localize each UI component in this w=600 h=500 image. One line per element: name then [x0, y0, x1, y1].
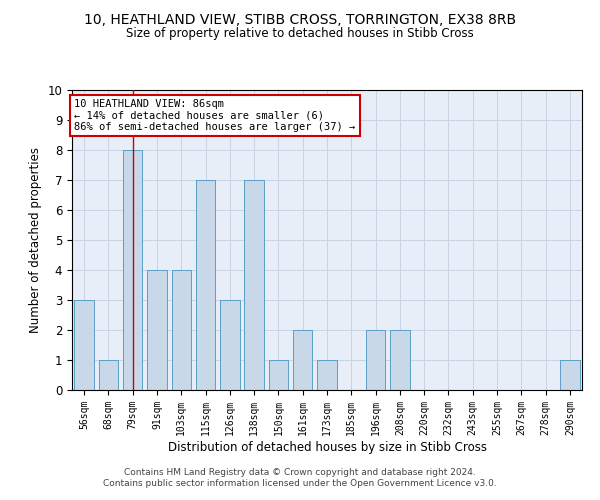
Y-axis label: Number of detached properties: Number of detached properties	[29, 147, 42, 333]
Text: Size of property relative to detached houses in Stibb Cross: Size of property relative to detached ho…	[126, 28, 474, 40]
Bar	[390, 330, 410, 390]
Bar	[317, 360, 337, 390]
Bar	[172, 270, 191, 390]
Bar	[99, 360, 118, 390]
Bar	[366, 330, 385, 390]
X-axis label: Distribution of detached houses by size in Stibb Cross: Distribution of detached houses by size …	[167, 440, 487, 454]
Bar	[244, 180, 264, 390]
Bar	[196, 180, 215, 390]
Text: 10 HEATHLAND VIEW: 86sqm
← 14% of detached houses are smaller (6)
86% of semi-de: 10 HEATHLAND VIEW: 86sqm ← 14% of detach…	[74, 99, 356, 132]
Bar	[293, 330, 313, 390]
Text: 10, HEATHLAND VIEW, STIBB CROSS, TORRINGTON, EX38 8RB: 10, HEATHLAND VIEW, STIBB CROSS, TORRING…	[84, 12, 516, 26]
Bar	[269, 360, 288, 390]
Bar	[147, 270, 167, 390]
Bar	[74, 300, 94, 390]
Bar	[560, 360, 580, 390]
Text: Contains HM Land Registry data © Crown copyright and database right 2024.
Contai: Contains HM Land Registry data © Crown c…	[103, 468, 497, 487]
Bar	[220, 300, 239, 390]
Bar	[123, 150, 142, 390]
